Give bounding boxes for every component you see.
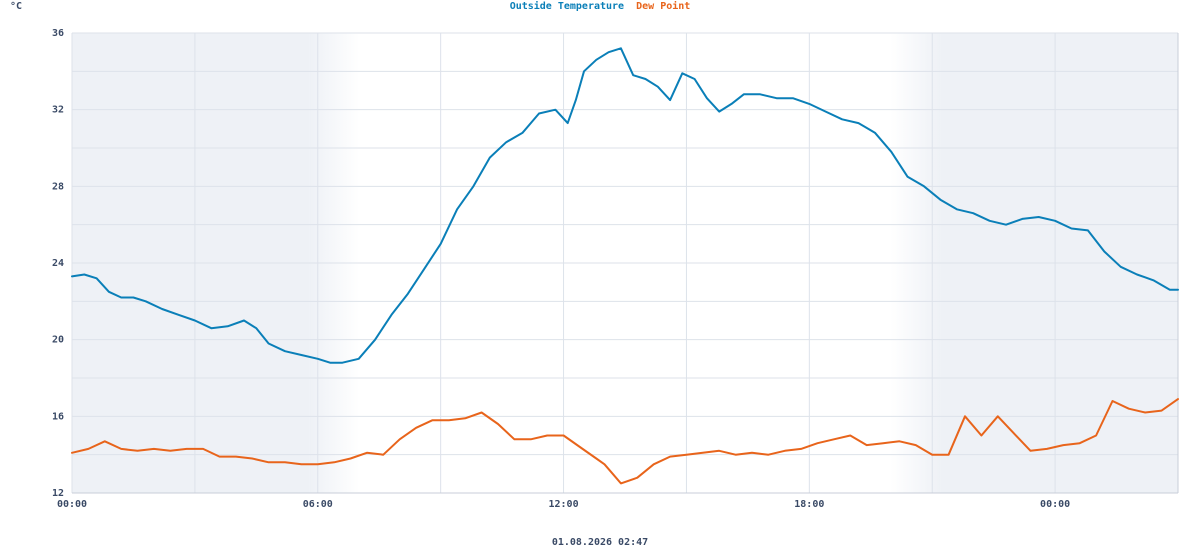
- x-axis-ticks: 00:00 06:00 12:00 18:00 00:00: [57, 499, 1070, 510]
- series-line-outside-temperature: [71, 47, 1179, 364]
- footer-timestamp: 01.08.2026 02:47: [552, 537, 648, 548]
- grid-lines: [71, 32, 1179, 494]
- x-tick-label: 00:00: [57, 499, 87, 510]
- x-tick-label: 18:00: [794, 499, 824, 510]
- unit-label: °C: [10, 1, 22, 12]
- chart-legend: Outside Temperature Dew Point: [510, 0, 691, 12]
- y-tick-label: 24: [52, 258, 64, 269]
- y-tick-label: 28: [52, 181, 64, 192]
- x-tick-label: 06:00: [303, 499, 333, 510]
- legend-outside-temperature: Outside Temperature: [510, 0, 624, 12]
- y-tick-label: 12: [52, 488, 64, 499]
- legend-dew-point: Dew Point: [636, 0, 690, 12]
- y-tick-label: 20: [52, 335, 64, 346]
- y-axis-ticks: 12 16 20 24 28 32 36: [52, 28, 64, 499]
- x-tick-label: 00:00: [1040, 499, 1070, 510]
- y-tick-label: 16: [52, 411, 64, 422]
- series-line-dew-point: [71, 398, 1179, 485]
- x-tick-label: 12:00: [549, 499, 579, 510]
- series-lines: [71, 47, 1179, 485]
- y-tick-label: 32: [52, 105, 64, 116]
- y-tick-label: 36: [52, 28, 64, 39]
